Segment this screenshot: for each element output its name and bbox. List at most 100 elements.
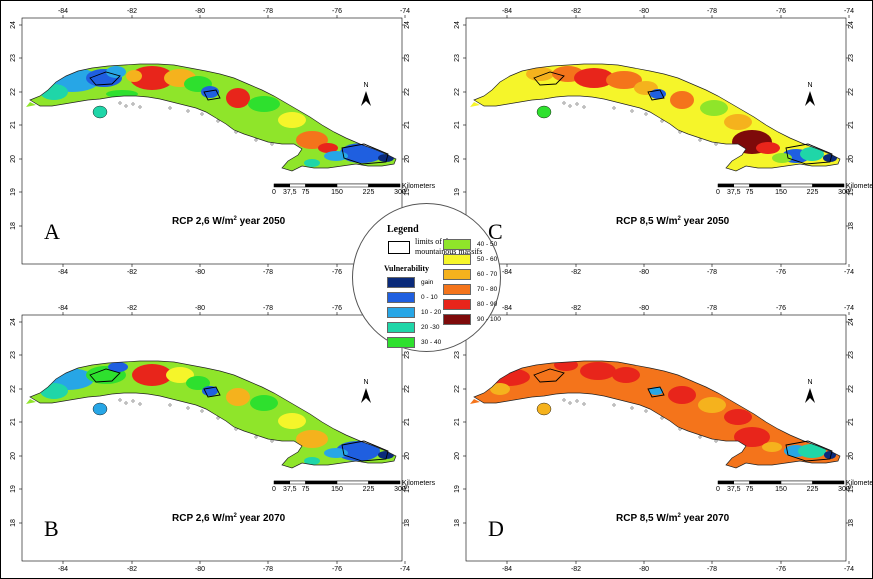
lon-label-top: -84	[502, 305, 512, 312]
panel-letter: C	[488, 219, 503, 244]
scalebar-segment	[749, 480, 782, 485]
vulnerability-patch	[186, 376, 210, 390]
vulnerability-patch	[636, 376, 660, 390]
scalebar-tick: 37,5	[727, 189, 741, 196]
scalebar-unit: Kilometers	[846, 480, 873, 487]
lat-label-left: 23	[10, 351, 17, 359]
scalebar-tick: 150	[331, 486, 343, 493]
cay	[168, 106, 172, 110]
vulnerability-patch	[526, 67, 554, 81]
lat-label-right: 24	[404, 21, 411, 29]
lon-label-top: -82	[127, 305, 137, 312]
scalebar-segment	[289, 183, 306, 188]
legend-item: 0 - 10	[387, 292, 438, 303]
vulnerability-patch	[278, 112, 306, 128]
lon-label-bottom: -80	[639, 269, 649, 276]
panel-title-prefix: RCP 2,6 W/m	[172, 216, 234, 227]
legend-swatch	[443, 284, 471, 295]
vulnerability-patch	[278, 413, 306, 429]
vulnerability-patch	[106, 66, 126, 78]
lat-label-right: 21	[404, 418, 411, 426]
lat-label-left: 21	[10, 121, 17, 129]
lat-label-right: 19	[848, 485, 855, 493]
north-arrow-icon	[361, 388, 371, 403]
legend-title: Legend	[387, 224, 419, 235]
north-arrow-icon	[361, 91, 371, 106]
lat-label-right: 23	[848, 54, 855, 62]
vulnerability-patch	[296, 131, 328, 149]
legend-item: 50 - 60	[443, 254, 497, 265]
lat-label-right: 22	[404, 88, 411, 96]
cay	[582, 402, 586, 406]
legend-swatch	[443, 299, 471, 310]
scalebar-tick: 0	[716, 486, 720, 493]
panel-title-suffix: year 2070	[237, 513, 286, 524]
scalebar-segment	[273, 480, 290, 485]
vulnerability-patch	[649, 387, 663, 395]
cay	[270, 142, 274, 146]
lat-label-right: 22	[848, 88, 855, 96]
lat-label-left: 19	[10, 485, 17, 493]
cay	[562, 398, 566, 402]
vulnerability-patch	[772, 153, 792, 163]
vulnerability-patch	[226, 388, 250, 406]
legend-swatch	[443, 314, 471, 325]
scalebar-tick: 37,5	[727, 486, 741, 493]
massif-limit	[533, 71, 565, 86]
lat-label-left: 20	[10, 452, 17, 460]
scalebar-segment	[812, 480, 845, 485]
cay	[254, 435, 258, 439]
vulnerability-patch	[798, 444, 826, 458]
map-panel-d: -84-84-82-82-80-80-78-78-76-76-74-742424…	[454, 305, 873, 573]
panel-title: RCP 2,6 W/m2 year 2050	[172, 216, 286, 227]
vulnerability-patch	[132, 364, 172, 386]
map-panel-a: -84-84-82-82-80-80-78-78-76-76-74-742424…	[10, 8, 436, 276]
coastline	[473, 360, 841, 469]
lat-label-right: 24	[848, 318, 855, 326]
panel-title-prefix: RCP 2,6 W/m	[172, 513, 234, 524]
cay	[186, 406, 190, 410]
lat-label-left: 22	[454, 385, 461, 393]
cay	[698, 138, 702, 142]
lat-label-right: 18	[848, 222, 855, 230]
cay	[118, 101, 122, 105]
western-cape	[470, 102, 480, 107]
vulnerability-patch	[490, 383, 510, 395]
cay	[568, 401, 572, 405]
lat-label-left: 21	[454, 121, 461, 129]
panel-letter: A	[44, 219, 60, 244]
lon-label-bottom: -80	[195, 269, 205, 276]
panel-title-suffix: year 2070	[681, 513, 730, 524]
scalebar-segment	[336, 480, 369, 485]
vulnerability-patch	[734, 427, 770, 447]
map-b: -84-84-82-82-80-80-78-78-76-76-74-742424…	[10, 305, 436, 573]
lon-label-top: -84	[58, 305, 68, 312]
scalebar-segment	[780, 183, 813, 188]
coastline	[29, 63, 397, 172]
lat-label-left: 19	[454, 188, 461, 196]
lat-label-right: 23	[404, 54, 411, 62]
panel-title: RCP 8,5 W/m2 year 2050	[616, 216, 730, 227]
lat-label-right: 23	[848, 351, 855, 359]
scalebar-tick: 150	[331, 189, 343, 196]
vulnerability-patch	[698, 397, 726, 413]
lat-label-right: 22	[848, 385, 855, 393]
lat-label-left: 24	[454, 21, 461, 29]
massif-label: limits of the mountainous massifs	[415, 237, 483, 256]
scalebar-segment	[336, 183, 369, 188]
scalebar-segment	[812, 183, 845, 188]
cay	[678, 427, 682, 431]
scalebar-segment	[717, 183, 734, 188]
lat-label-left: 18	[454, 519, 461, 527]
legend-label: gain	[421, 279, 434, 286]
panel-title: RCP 8,5 W/m2 year 2070	[616, 513, 730, 524]
cay	[612, 106, 616, 110]
panel-title-sup: 2	[678, 216, 682, 222]
isle-of-youth	[92, 105, 108, 119]
cay	[254, 138, 258, 142]
scalebar-segment	[368, 183, 401, 188]
vulnerability-patches	[492, 66, 837, 163]
cay	[630, 406, 634, 410]
panel-title-sup: 2	[234, 513, 238, 519]
scalebar-unit: Kilometers	[402, 183, 436, 190]
